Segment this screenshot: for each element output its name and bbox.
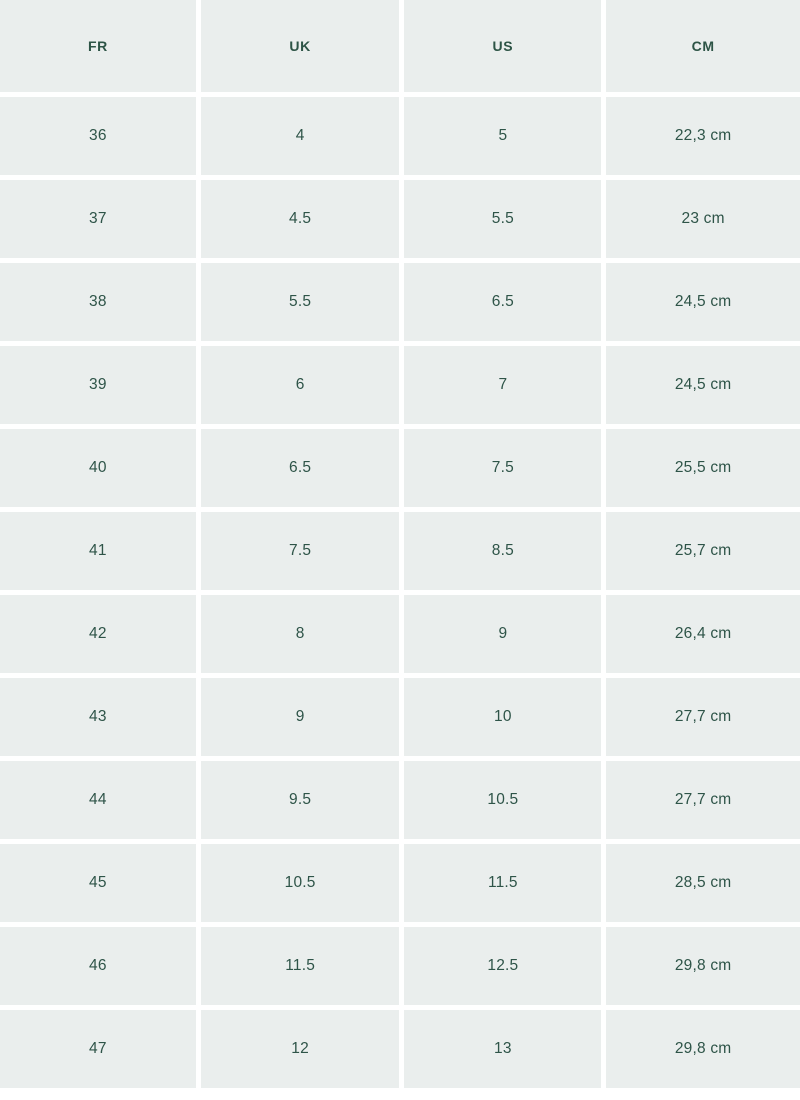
table-cell-cm: 25,7 cm (606, 512, 800, 590)
table-cell-uk: 10.5 (200, 844, 400, 922)
table-cell-fr: 41 (0, 512, 196, 590)
table-cell-cm: 29,8 cm (606, 1010, 800, 1088)
table-cell-fr: 38 (0, 263, 196, 341)
table-row: 41 7.5 8.5 25,7 cm (0, 512, 800, 590)
table-cell-fr: 47 (0, 1010, 196, 1088)
table-cell-us: 6.5 (404, 263, 602, 341)
table-cell-fr: 42 (0, 595, 196, 673)
table-cell-us: 10 (404, 678, 602, 756)
table-cell-fr: 43 (0, 678, 196, 756)
table-cell-uk: 11.5 (200, 927, 400, 1005)
table-row: 46 11.5 12.5 29,8 cm (0, 927, 800, 1005)
table-row: 39 6 7 24,5 cm (0, 346, 800, 424)
table-row: 44 9.5 10.5 27,7 cm (0, 761, 800, 839)
column-header-uk: UK (200, 0, 400, 92)
table-row: 43 9 10 27,7 cm (0, 678, 800, 756)
column-header-us: US (404, 0, 602, 92)
table-cell-uk: 7.5 (200, 512, 400, 590)
table-cell-uk: 4.5 (200, 180, 400, 258)
table-cell-uk: 4 (200, 97, 400, 175)
table-cell-cm: 24,5 cm (606, 263, 800, 341)
table-cell-uk: 9 (200, 678, 400, 756)
table-cell-us: 5 (404, 97, 602, 175)
table-cell-uk: 6 (200, 346, 400, 424)
table-cell-fr: 46 (0, 927, 196, 1005)
table-cell-us: 8.5 (404, 512, 602, 590)
table-cell-us: 11.5 (404, 844, 602, 922)
table-cell-fr: 44 (0, 761, 196, 839)
column-header-fr: FR (0, 0, 196, 92)
table-cell-uk: 9.5 (200, 761, 400, 839)
table-row: 40 6.5 7.5 25,5 cm (0, 429, 800, 507)
table-cell-fr: 39 (0, 346, 196, 424)
table-cell-uk: 6.5 (200, 429, 400, 507)
table-cell-cm: 22,3 cm (606, 97, 800, 175)
table-row: 36 4 5 22,3 cm (0, 97, 800, 175)
table-cell-fr: 36 (0, 97, 196, 175)
table-row: 38 5.5 6.5 24,5 cm (0, 263, 800, 341)
table-cell-us: 9 (404, 595, 602, 673)
table-row: 45 10.5 11.5 28,5 cm (0, 844, 800, 922)
table-cell-cm: 29,8 cm (606, 927, 800, 1005)
table-cell-us: 12.5 (404, 927, 602, 1005)
table-cell-uk: 8 (200, 595, 400, 673)
table-cell-cm: 25,5 cm (606, 429, 800, 507)
table-cell-us: 7 (404, 346, 602, 424)
table-cell-cm: 23 cm (606, 180, 800, 258)
table-cell-cm: 28,5 cm (606, 844, 800, 922)
table-row: 42 8 9 26,4 cm (0, 595, 800, 673)
table-cell-us: 7.5 (404, 429, 602, 507)
table-row: 37 4.5 5.5 23 cm (0, 180, 800, 258)
table-cell-uk: 12 (200, 1010, 400, 1088)
table-cell-cm: 27,7 cm (606, 678, 800, 756)
column-header-cm: CM (606, 0, 800, 92)
table-header-row: FR UK US CM (0, 0, 800, 92)
table-cell-cm: 24,5 cm (606, 346, 800, 424)
table-cell-fr: 45 (0, 844, 196, 922)
table-cell-cm: 27,7 cm (606, 761, 800, 839)
table-cell-cm: 26,4 cm (606, 595, 800, 673)
table-cell-fr: 37 (0, 180, 196, 258)
table-row: 47 12 13 29,8 cm (0, 1010, 800, 1088)
table-cell-us: 13 (404, 1010, 602, 1088)
table-cell-uk: 5.5 (200, 263, 400, 341)
table-cell-us: 5.5 (404, 180, 602, 258)
table-cell-fr: 40 (0, 429, 196, 507)
table-cell-us: 10.5 (404, 761, 602, 839)
